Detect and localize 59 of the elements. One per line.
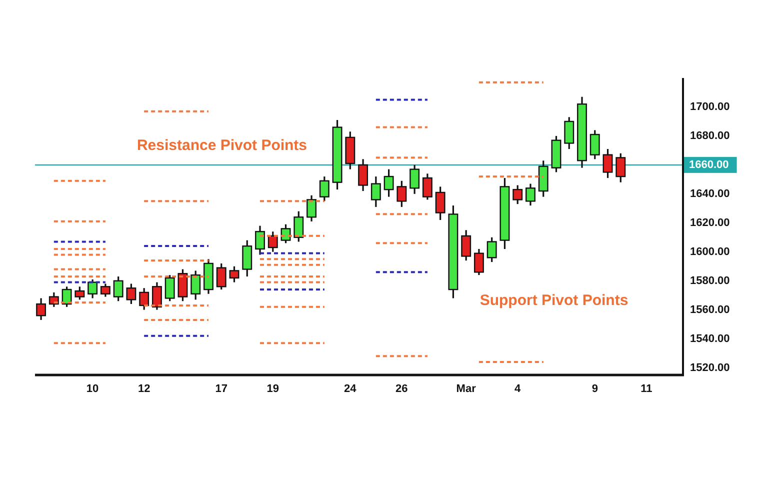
candlestick (486, 236, 497, 263)
y-tick-label: 1640.00 (690, 188, 730, 200)
candlestick (229, 266, 240, 284)
candlestick (139, 287, 150, 311)
y-tick-label: 1520.00 (690, 362, 730, 374)
candlestick (190, 270, 201, 300)
candlestick (36, 297, 46, 321)
candlestick (178, 268, 188, 302)
x-tick-label: 12 (138, 383, 150, 395)
x-tick-label: Mar (456, 383, 477, 395)
y-tick-label: 1540.00 (690, 332, 730, 345)
candlestick (126, 282, 136, 305)
candlestick (255, 224, 265, 256)
candlestick (113, 276, 124, 302)
candlestick (294, 210, 304, 243)
x-tick-label: 19 (266, 383, 280, 395)
candlestick (410, 164, 420, 195)
candlestick (242, 239, 252, 278)
candlestick (512, 184, 523, 205)
x-tick-label: 17 (215, 383, 228, 395)
x-tick-label: 11 (640, 383, 652, 395)
candlestick (474, 248, 484, 276)
candlestick (48, 292, 59, 308)
candlestick (526, 182, 536, 206)
candlestick (590, 129, 600, 160)
y-tick-label: 1680.00 (690, 130, 730, 142)
x-tick-label: 4 (514, 383, 522, 395)
x-tick-label: 10 (86, 383, 99, 395)
candlestick (422, 172, 432, 200)
x-tick-label: 26 (396, 383, 408, 395)
candlestick (319, 176, 330, 202)
candlestick (602, 148, 613, 179)
candlestick (435, 186, 446, 221)
y-tick-label: 1700.00 (690, 100, 730, 113)
candlestick (616, 152, 626, 184)
candlestick (461, 229, 472, 262)
candlestick (88, 278, 98, 300)
candlestick (152, 281, 162, 311)
y-tick-label: 1600.00 (690, 246, 730, 258)
candlestick (384, 168, 394, 198)
candlestick (74, 286, 85, 300)
annotation: Resistance Pivot Points (136, 137, 308, 154)
ref-line-label: 1660.00 (689, 158, 729, 171)
candlestick (268, 230, 278, 253)
candlestick (396, 180, 407, 208)
candlestick (306, 194, 316, 222)
candlestick (216, 262, 226, 290)
y-tick-label: 1620.00 (690, 216, 730, 229)
x-tick-label: 24 (344, 383, 358, 395)
x-tick-label: 9 (592, 383, 598, 395)
y-tick-label: 1560.00 (690, 304, 730, 316)
candlestick (62, 286, 72, 308)
candlestick (370, 176, 381, 208)
y-tick-label: 1580.00 (690, 274, 730, 287)
candlestick (100, 282, 110, 298)
candlestick (164, 274, 175, 302)
candlestick (358, 158, 368, 192)
candlestick (564, 116, 574, 150)
annotation: Support Pivot Points (480, 292, 628, 309)
